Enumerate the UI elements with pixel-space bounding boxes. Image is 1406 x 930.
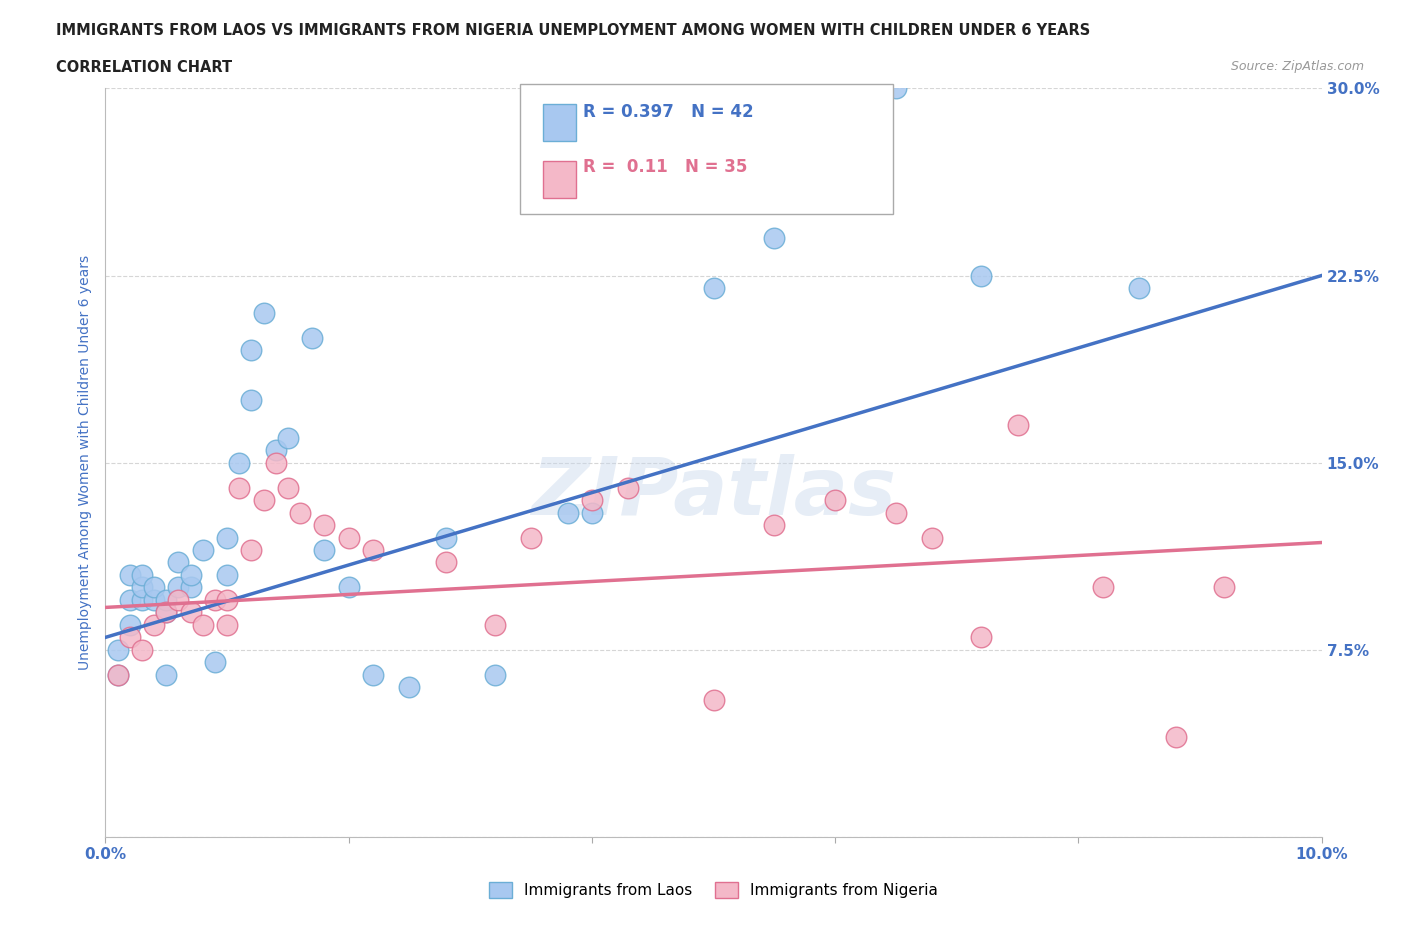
Point [252,493,274,508]
Point [970,268,993,283]
Point [143,592,166,607]
Point [434,530,457,545]
Point [337,580,360,595]
Point [131,592,153,607]
Point [520,530,543,545]
Point [191,618,214,632]
Y-axis label: Unemployment Among Women with Children Under 6 years: Unemployment Among Women with Children U… [79,255,93,671]
Point [252,306,274,321]
Point [155,605,177,620]
Point [240,392,263,407]
Point [217,592,239,607]
Point [617,480,640,495]
Point [288,505,311,520]
Point [702,281,725,296]
Point [581,493,603,508]
Point [884,505,907,520]
Point [167,555,190,570]
Point [217,618,239,632]
Point [264,443,287,458]
Point [277,480,299,495]
Point [118,618,141,632]
Point [921,530,943,545]
Point [484,668,506,683]
Point [131,580,153,595]
Point [204,655,226,670]
Point [361,542,384,557]
Point [155,592,177,607]
Point [217,530,239,545]
Point [191,542,214,557]
Point [107,643,129,658]
Point [107,668,129,683]
Point [118,592,141,607]
Point [204,592,226,607]
Point [167,580,190,595]
Point [301,330,323,345]
Point [264,456,287,471]
Point [228,456,250,471]
Point [180,567,202,582]
Legend: Immigrants from Laos, Immigrants from Nigeria: Immigrants from Laos, Immigrants from Ni… [482,876,945,904]
Point [240,343,263,358]
Point [277,431,299,445]
Point [884,81,907,96]
Point [763,518,786,533]
Point [824,493,846,508]
Point [240,542,263,557]
Point [1007,418,1029,432]
Point [1128,281,1150,296]
Point [970,630,993,644]
Point [180,580,202,595]
Point [361,668,384,683]
Point [217,567,239,582]
Point [107,668,129,683]
Point [155,605,177,620]
Point [1164,730,1187,745]
Point [118,567,141,582]
Point [155,668,177,683]
Point [167,592,190,607]
Point [434,555,457,570]
Point [131,567,153,582]
Point [702,692,725,707]
Point [143,580,166,595]
Text: R = 0.397   N = 42: R = 0.397 N = 42 [583,103,754,121]
Point [763,231,786,246]
Point [398,680,420,695]
Point [131,643,153,658]
Point [118,630,141,644]
Point [228,480,250,495]
Point [581,505,603,520]
Text: CORRELATION CHART: CORRELATION CHART [56,60,232,75]
Point [180,605,202,620]
Point [557,505,579,520]
Text: IMMIGRANTS FROM LAOS VS IMMIGRANTS FROM NIGERIA UNEMPLOYMENT AMONG WOMEN WITH CH: IMMIGRANTS FROM LAOS VS IMMIGRANTS FROM … [56,23,1091,38]
Point [605,168,627,183]
Text: ZIPatlas: ZIPatlas [531,454,896,532]
Point [1091,580,1114,595]
Point [484,618,506,632]
Point [1213,580,1236,595]
Text: R =  0.11   N = 35: R = 0.11 N = 35 [583,158,748,177]
Point [314,518,336,533]
Point [314,542,336,557]
Point [337,530,360,545]
Point [143,618,166,632]
Text: Source: ZipAtlas.com: Source: ZipAtlas.com [1230,60,1364,73]
